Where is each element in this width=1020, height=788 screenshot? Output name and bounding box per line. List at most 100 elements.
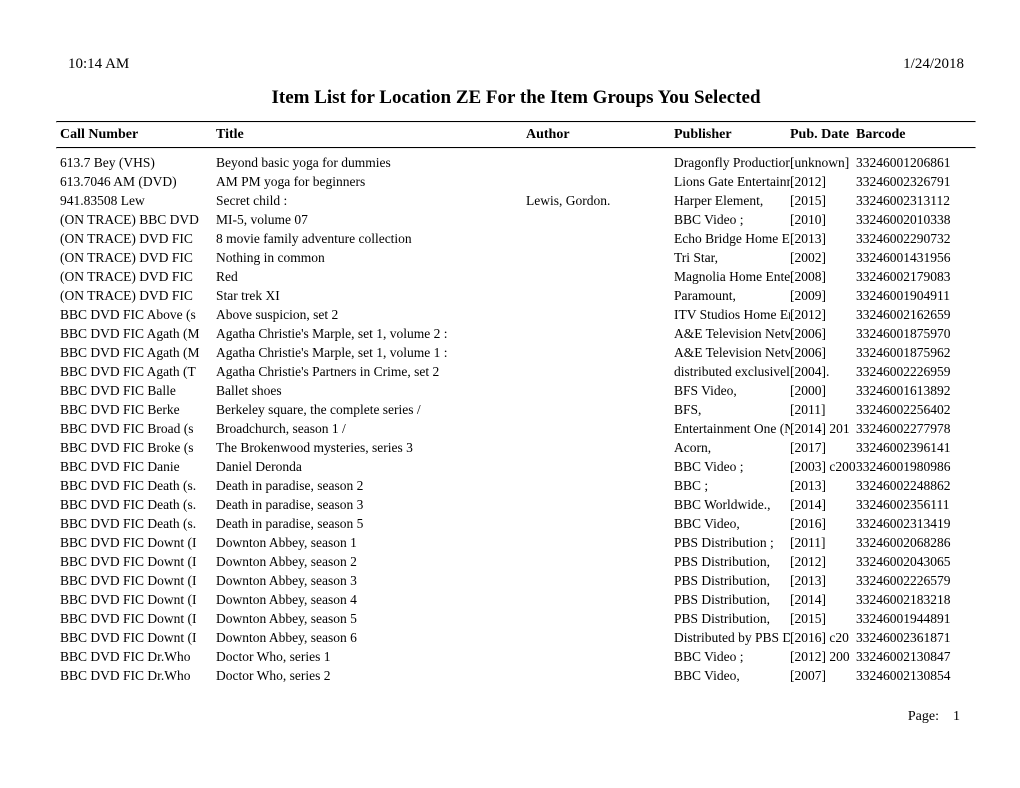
table-row: BBC DVD FIC Downt (IDownton Abbey, seaso… bbox=[56, 552, 976, 571]
cell-publisher: BBC Video, bbox=[674, 666, 790, 685]
table-row: BBC DVD FIC BerkeBerkeley square, the co… bbox=[56, 400, 976, 419]
col-publisher: Publisher bbox=[674, 127, 790, 143]
table-row: BBC DVD FIC Downt (IDownton Abbey, seaso… bbox=[56, 533, 976, 552]
cell-pub-date: [2014] 201 bbox=[790, 419, 856, 438]
cell-author bbox=[526, 153, 674, 172]
table-row: BBC DVD FIC Downt (IDownton Abbey, seaso… bbox=[56, 571, 976, 590]
cell-call-number: (ON TRACE) DVD FIC bbox=[56, 267, 216, 286]
cell-call-number: 613.7046 AM (DVD) bbox=[56, 172, 216, 191]
col-call-number: Call Number bbox=[56, 127, 216, 143]
cell-call-number: BBC DVD FIC Dr.Who bbox=[56, 647, 216, 666]
cell-author bbox=[526, 571, 674, 590]
cell-publisher: A&E Television Networks bbox=[674, 324, 790, 343]
cell-pub-date: [2013] bbox=[790, 476, 856, 495]
cell-title: Agatha Christie's Partners in Crime, set… bbox=[216, 362, 526, 381]
cell-call-number: BBC DVD FIC Above (s bbox=[56, 305, 216, 324]
cell-pub-date: [2011] bbox=[790, 400, 856, 419]
cell-author bbox=[526, 476, 674, 495]
cell-publisher: BBC Video ; bbox=[674, 457, 790, 476]
cell-author bbox=[526, 609, 674, 628]
table-row: BBC DVD FIC Above (sAbove suspicion, set… bbox=[56, 305, 976, 324]
cell-barcode: 33246002313112 bbox=[856, 191, 974, 210]
table-row: (ON TRACE) DVD FICStar trek XIParamount,… bbox=[56, 286, 976, 305]
table-row: (ON TRACE) DVD FICRedMagnolia Home Enter… bbox=[56, 267, 976, 286]
cell-call-number: BBC DVD FIC Death (s. bbox=[56, 514, 216, 533]
cell-barcode: 33246001980986 bbox=[856, 457, 974, 476]
cell-call-number: BBC DVD FIC Balle bbox=[56, 381, 216, 400]
table-row: BBC DVD FIC Broad (sBroadchurch, season … bbox=[56, 419, 976, 438]
cell-call-number: BBC DVD FIC Downt (I bbox=[56, 533, 216, 552]
cell-author bbox=[526, 305, 674, 324]
table-row: BBC DVD FIC DanieDaniel Deronda BBC Video… bbox=[56, 457, 976, 476]
cell-pub-date: [2013] bbox=[790, 571, 856, 590]
cell-pub-date: [2014] bbox=[790, 495, 856, 514]
cell-publisher: BBC Video ; bbox=[674, 647, 790, 666]
cell-author bbox=[526, 229, 674, 248]
cell-barcode: 33246002396141 bbox=[856, 438, 974, 457]
cell-call-number: (ON TRACE) DVD FIC bbox=[56, 229, 216, 248]
cell-barcode: 33246002326791 bbox=[856, 172, 974, 191]
cell-call-number: BBC DVD FIC Death (s. bbox=[56, 495, 216, 514]
cell-title: Above suspicion, set 2 bbox=[216, 305, 526, 324]
col-author: Author bbox=[526, 127, 674, 143]
table-row: 613.7 Bey (VHS)Beyond basic yoga for dum… bbox=[56, 153, 976, 172]
cell-author bbox=[526, 286, 674, 305]
cell-barcode: 33246002068286 bbox=[856, 533, 974, 552]
table-row: 613.7046 AM (DVD)AM PM yoga for beginner… bbox=[56, 172, 976, 191]
cell-barcode: 33246002313419 bbox=[856, 514, 974, 533]
col-pub-date: Pub. Date bbox=[790, 127, 856, 143]
table-row: BBC DVD FIC Agath (MAgatha Christie's Ma… bbox=[56, 324, 976, 343]
cell-author bbox=[526, 514, 674, 533]
report-footer: Page: 1 bbox=[56, 685, 976, 725]
cell-title: Daniel Deronda bbox=[216, 457, 526, 476]
cell-barcode: 33246002256402 bbox=[856, 400, 974, 419]
cell-call-number: BBC DVD FIC Berke bbox=[56, 400, 216, 419]
cell-barcode: 33246001904911 bbox=[856, 286, 974, 305]
table-row: BBC DVD FIC Downt (IDownton Abbey, seaso… bbox=[56, 590, 976, 609]
cell-pub-date: [2003] c200 bbox=[790, 457, 856, 476]
cell-publisher: Paramount, bbox=[674, 286, 790, 305]
cell-call-number: BBC DVD FIC Downt (I bbox=[56, 590, 216, 609]
cell-publisher: PBS Distribution, bbox=[674, 590, 790, 609]
cell-publisher: distributed exclusively bbox=[674, 362, 790, 381]
table-row: BBC DVD FIC Death (s.Death in paradise, … bbox=[56, 495, 976, 514]
report-page: 10:14 AM 1/24/2018 Item List for Locatio… bbox=[0, 0, 1020, 725]
cell-pub-date: [2006] bbox=[790, 343, 856, 362]
table-row: BBC DVD FIC Death (s.Death in paradise, … bbox=[56, 514, 976, 533]
cell-call-number: BBC DVD FIC Death (s. bbox=[56, 476, 216, 495]
cell-publisher: ITV Studios Home Entertainment bbox=[674, 305, 790, 324]
table-row: BBC DVD FIC Downt (IDownton Abbey, seaso… bbox=[56, 628, 976, 647]
cell-title: Agatha Christie's Marple, set 1, volume … bbox=[216, 343, 526, 362]
cell-barcode: 33246002010338 bbox=[856, 210, 974, 229]
table-row: BBC DVD FIC Downt (IDownton Abbey, seaso… bbox=[56, 609, 976, 628]
table-row: BBC DVD FIC Broke (sThe Brokenwood myste… bbox=[56, 438, 976, 457]
table-row: BBC DVD FIC BalleBallet shoesBFS Video,[… bbox=[56, 381, 976, 400]
cell-call-number: BBC DVD FIC Danie bbox=[56, 457, 216, 476]
cell-author bbox=[526, 533, 674, 552]
page-number: 1 bbox=[953, 709, 960, 725]
cell-publisher: PBS Distribution, bbox=[674, 552, 790, 571]
cell-title: Doctor Who, series 1 bbox=[216, 647, 526, 666]
report-time: 10:14 AM bbox=[68, 56, 129, 73]
cell-title: AM PM yoga for beginners bbox=[216, 172, 526, 191]
table-body: 613.7 Bey (VHS)Beyond basic yoga for dum… bbox=[56, 149, 976, 685]
cell-author bbox=[526, 647, 674, 666]
cell-pub-date: [2017] bbox=[790, 438, 856, 457]
cell-author bbox=[526, 400, 674, 419]
cell-title: Red bbox=[216, 267, 526, 286]
cell-publisher: BFS, bbox=[674, 400, 790, 419]
cell-barcode: 33246002183218 bbox=[856, 590, 974, 609]
cell-author bbox=[526, 590, 674, 609]
cell-barcode: 33246001944891 bbox=[856, 609, 974, 628]
cell-title: MI-5, volume 07 bbox=[216, 210, 526, 229]
cell-title: Secret child : bbox=[216, 191, 526, 210]
cell-author bbox=[526, 628, 674, 647]
cell-call-number: BBC DVD FIC Agath (T bbox=[56, 362, 216, 381]
cell-publisher: BBC ; bbox=[674, 476, 790, 495]
report-header: 10:14 AM 1/24/2018 bbox=[56, 56, 976, 73]
cell-title: Death in paradise, season 3 bbox=[216, 495, 526, 514]
table-row: BBC DVD FIC Dr.WhoDoctor Who, series 1 BB… bbox=[56, 647, 976, 666]
cell-title: The Brokenwood mysteries, series 3 bbox=[216, 438, 526, 457]
cell-publisher: BBC Video ; bbox=[674, 210, 790, 229]
cell-publisher: BBC Video, bbox=[674, 514, 790, 533]
